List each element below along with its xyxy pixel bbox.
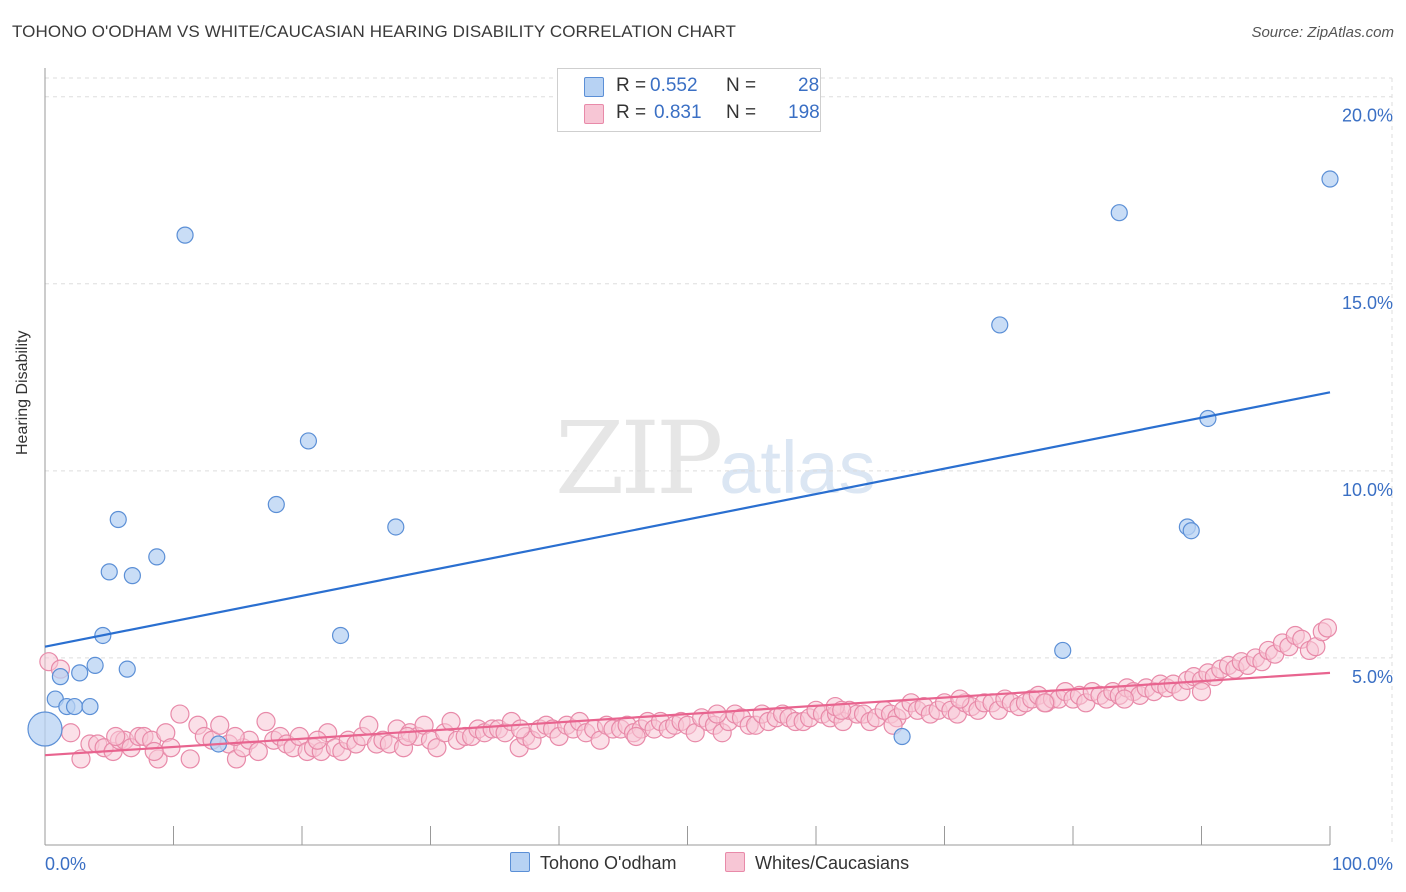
watermark: ZIPatlas bbox=[555, 400, 876, 517]
source-label: Source: ZipAtlas.com bbox=[1251, 24, 1394, 41]
data-point-whites bbox=[289, 726, 310, 747]
data-point-tohono bbox=[176, 226, 194, 244]
data-point-whites bbox=[397, 726, 417, 747]
data-point-tohono bbox=[100, 563, 118, 581]
whites-caucasians-points bbox=[39, 618, 1338, 769]
chart-title: TOHONO O'ODHAM VS WHITE/CAUCASIAN HEARIN… bbox=[12, 22, 737, 41]
legend-r-label: R = bbox=[616, 102, 647, 123]
y-axis-label: Hearing Disability bbox=[14, 330, 31, 456]
data-point-whites bbox=[359, 715, 379, 735]
data-point-tohono bbox=[387, 518, 405, 536]
data-point-tohono bbox=[118, 660, 136, 678]
bottom-legend-swatch-pink bbox=[725, 852, 745, 872]
data-point-whites bbox=[144, 741, 164, 762]
data-point-whites bbox=[1191, 681, 1212, 702]
data-point-whites bbox=[510, 719, 531, 739]
data-point-tohono bbox=[267, 495, 285, 514]
bottom-legend-whites: Whites/Caucasians bbox=[725, 852, 909, 874]
x-tick-label: 0.0% bbox=[45, 854, 86, 874]
data-point-tohono bbox=[71, 664, 89, 682]
data-point-tohono bbox=[893, 727, 911, 746]
data-point-tohono bbox=[86, 656, 104, 675]
legend-n-value: 28 bbox=[798, 75, 820, 96]
bottom-legend-label: Whites/Caucasians bbox=[755, 853, 910, 873]
watermark-zip: ZIP bbox=[555, 400, 723, 517]
data-point-whites bbox=[170, 704, 190, 724]
bottom-legend-tohono: Tohono O'odham bbox=[510, 852, 677, 874]
legend-r-value: 0.552 bbox=[650, 75, 698, 96]
data-point-whites bbox=[71, 749, 91, 769]
bottom-legend-label: Tohono O'odham bbox=[540, 853, 677, 873]
data-point-whites bbox=[427, 738, 447, 758]
data-point-whites bbox=[180, 749, 200, 769]
data-point-whites bbox=[61, 723, 81, 743]
data-point-tohono bbox=[109, 510, 127, 529]
trend-line-whites bbox=[44, 671, 1331, 757]
data-point-whites bbox=[626, 726, 646, 747]
x-tick-label: 100.0% bbox=[1332, 854, 1393, 874]
y-tick-label: 5.0% bbox=[1352, 667, 1393, 687]
legend-swatch-pink bbox=[584, 104, 604, 124]
legend-r-value: 0.831 bbox=[654, 102, 702, 123]
data-point-whites bbox=[1035, 693, 1055, 713]
data-point-whites bbox=[256, 711, 276, 732]
legend-n-value: 198 bbox=[788, 102, 820, 123]
data-point-whites bbox=[441, 711, 461, 732]
y-tick-label: 15.0% bbox=[1342, 293, 1393, 313]
data-point-whites bbox=[106, 726, 126, 747]
bottom-legend-swatch-blue bbox=[510, 852, 530, 872]
data-point-tohono bbox=[1110, 204, 1128, 222]
legend-r-label: R = bbox=[616, 75, 647, 96]
tick-labels: 5.0% 10.0% 15.0% 20.0% 0.0% 100.0% bbox=[45, 106, 1393, 874]
data-point-tohono bbox=[51, 668, 70, 686]
data-point-tohono bbox=[299, 432, 318, 450]
y-tick-label: 10.0% bbox=[1342, 480, 1393, 500]
data-point-tohono bbox=[1182, 522, 1200, 540]
tohono-odham-points bbox=[27, 170, 1339, 753]
data-point-tohono bbox=[1054, 641, 1072, 660]
data-point-whites bbox=[1317, 618, 1338, 638]
data-point-tohono bbox=[81, 697, 99, 716]
data-point-whites bbox=[248, 741, 268, 762]
data-point-whites bbox=[225, 726, 245, 747]
trend-lines bbox=[44, 391, 1331, 757]
data-point-tohono bbox=[331, 626, 350, 645]
data-point-tohono bbox=[123, 567, 141, 585]
data-point-whites bbox=[210, 715, 230, 735]
legend-n-label: N = bbox=[726, 75, 757, 96]
data-point-tohono bbox=[991, 316, 1009, 334]
data-point-whites bbox=[707, 704, 727, 724]
data-point-tohono bbox=[65, 697, 84, 716]
legend-n-label: N = bbox=[726, 102, 757, 123]
correlation-legend: R = 0.552 N = 28 R = 0.831 N = 198 bbox=[557, 68, 821, 132]
trend-line-tohono bbox=[44, 391, 1331, 648]
data-point-tohono bbox=[148, 548, 166, 566]
data-point-whites bbox=[1114, 689, 1135, 709]
data-point-tohono bbox=[27, 711, 63, 747]
data-point-whites bbox=[950, 689, 970, 709]
legend-swatch-blue bbox=[584, 77, 604, 97]
data-point-whites bbox=[307, 730, 328, 750]
y-tick-label: 20.0% bbox=[1342, 106, 1393, 126]
data-point-tohono bbox=[1321, 170, 1339, 188]
watermark-atlas: atlas bbox=[719, 426, 876, 509]
data-point-whites bbox=[832, 700, 852, 720]
